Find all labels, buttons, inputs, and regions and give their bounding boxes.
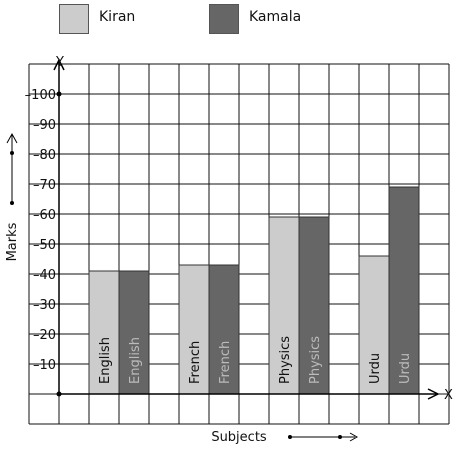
- bar-label-kamala-french: French: [218, 341, 233, 384]
- y-tick-label: –90: [33, 118, 56, 133]
- y-tick-labels: –10 –20 –30 –40 –50 –60 –70 –80 –90 –100: [25, 88, 56, 373]
- y-axis-arrowhead: [53, 58, 65, 71]
- y-axis-letter: Y: [55, 55, 64, 70]
- x-direction-arrowhead: [349, 432, 359, 442]
- bar-label-kamala-urdu: Urdu: [398, 353, 413, 384]
- legend-swatch-kamala: [209, 4, 239, 34]
- y-axis-title: Marks: [5, 222, 20, 261]
- bar-kiran-physics: [268, 216, 300, 395]
- legend-swatch-kiran: [59, 4, 89, 34]
- y-direction-arrowhead: [6, 132, 18, 144]
- bar-label-kiran-french: French: [188, 341, 203, 384]
- bar-kamala-french: [208, 264, 240, 395]
- y-tick-label: –50: [33, 238, 56, 253]
- x-axis-arrowhead: [427, 388, 440, 400]
- y-direction-dot: [10, 201, 14, 205]
- y-tick-label: –80: [33, 148, 56, 163]
- y-top-dot: [56, 91, 62, 97]
- bars: English English French French Physics Physics…: [88, 186, 420, 395]
- bar-kiran-english: [88, 270, 120, 395]
- legend-label-kamala: Kamala: [249, 9, 302, 25]
- bar-kamala-physics: [298, 216, 330, 395]
- bar-label-kiran-urdu: Urdu: [368, 353, 383, 384]
- y-tick-label: –100: [25, 88, 56, 103]
- origin-dot: [56, 391, 62, 397]
- x-direction-dot: [288, 435, 292, 439]
- x-direction-dot: [338, 435, 342, 439]
- y-direction-dot: [10, 151, 14, 155]
- bar-label-kamala-physics: Physics: [308, 336, 323, 384]
- y-tick-label: –30: [33, 298, 56, 313]
- bar-label-kiran-english: English: [98, 337, 113, 384]
- axes: XY: [53, 55, 453, 403]
- bar-label-kiran-physics: Physics: [278, 336, 293, 384]
- bar-label-kamala-english: English: [128, 337, 143, 384]
- y-tick-label: –60: [33, 208, 56, 223]
- x-title-direction-arrow-icon: [288, 432, 359, 442]
- legend-label-kiran: Kiran: [99, 9, 136, 25]
- y-title-direction-arrow-icon: [6, 132, 18, 205]
- y-tick-label: –70: [33, 178, 56, 193]
- bar-kamala-english: [118, 270, 150, 395]
- x-axis-letter: X: [444, 388, 453, 403]
- y-tick-label: –10: [33, 358, 56, 373]
- y-tick-label: –40: [33, 268, 56, 283]
- x-axis-title: Subjects: [211, 430, 267, 445]
- y-tick-label: –20: [33, 328, 56, 343]
